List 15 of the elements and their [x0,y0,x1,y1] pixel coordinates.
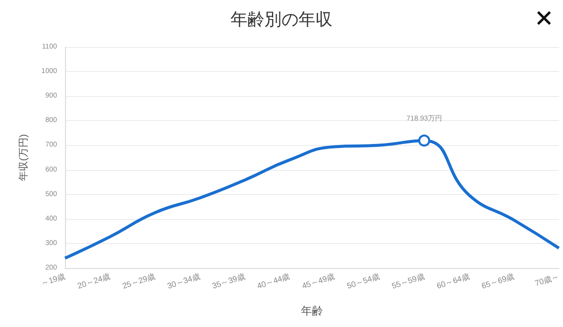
x-tick-label: 40～44歳 [256,272,291,291]
x-tick-label: 35～39歳 [211,272,246,291]
x-tick-label: 25～29歳 [121,272,156,291]
x-tick-label: 60～64歳 [436,272,470,291]
x-tick-label: 65～69歳 [480,272,516,291]
y-axis-title: 年収(万円) [18,134,30,181]
x-tick-label: 55～59歳 [390,272,426,291]
x-tick-label: 30～34歳 [166,272,202,291]
x-tick-label: 70歳～ [534,272,560,288]
chart-title: 年齢別の年収 [230,10,332,29]
x-tick-label: 45～49歳 [300,272,336,291]
x-axis-title: 年齢 [300,306,323,318]
x-tick-label: 50～54歳 [346,272,381,291]
x-tick-label: ～19歳 [40,272,66,288]
x-tick-label: 20～24歳 [76,272,112,291]
